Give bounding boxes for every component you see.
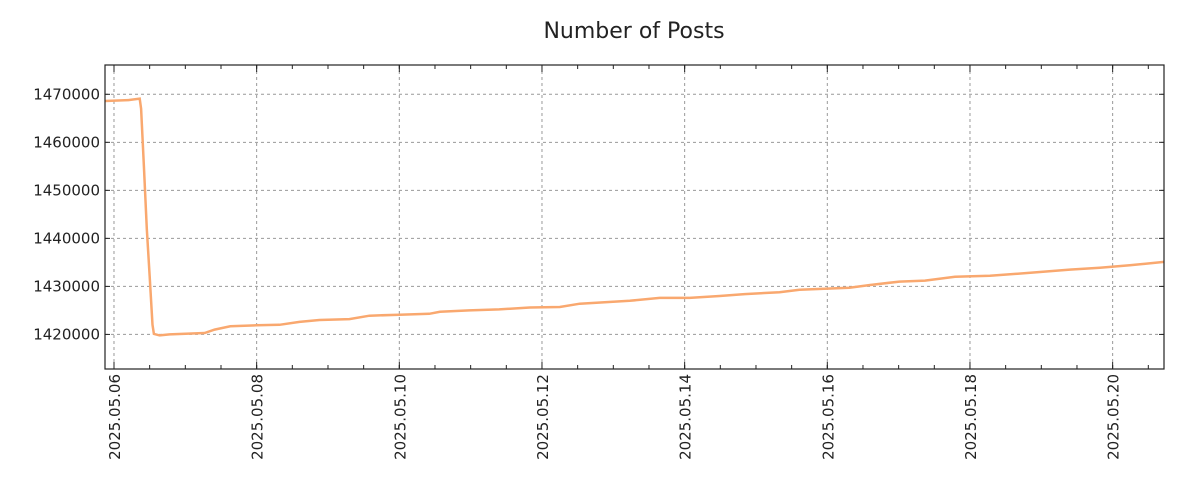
y-tick-label: 1430000 xyxy=(33,277,100,295)
ticks: 1420000 1430000 1440000 1450000 1460000 14700… xyxy=(33,65,1164,460)
series-line-number-of-posts xyxy=(104,97,1165,337)
x-tick-label: 2025.05.18 xyxy=(962,374,980,460)
x-tick-label: 2025.05.08 xyxy=(249,374,267,460)
x-tick-label: 2025.05.12 xyxy=(534,374,552,460)
y-tick-label: 1470000 xyxy=(33,85,100,103)
y-tick-label: 1460000 xyxy=(33,133,100,151)
plot-frame xyxy=(104,64,1165,370)
x-tick-label: 2025.05.16 xyxy=(819,374,837,460)
y-tick-label: 1440000 xyxy=(33,229,100,247)
y-tick-label: 1450000 xyxy=(33,181,100,199)
x-tick-label: 2025.05.14 xyxy=(677,374,695,460)
series-layer xyxy=(104,97,1165,337)
x-tick-label: 2025.05.10 xyxy=(391,374,409,460)
chart-title: Number of Posts xyxy=(543,19,724,44)
x-tick-label: 2025.05.20 xyxy=(1105,374,1123,460)
y-tick-label: 1420000 xyxy=(33,325,100,343)
x-tick-label: 2025.05.06 xyxy=(106,374,124,460)
grid xyxy=(105,65,1164,369)
